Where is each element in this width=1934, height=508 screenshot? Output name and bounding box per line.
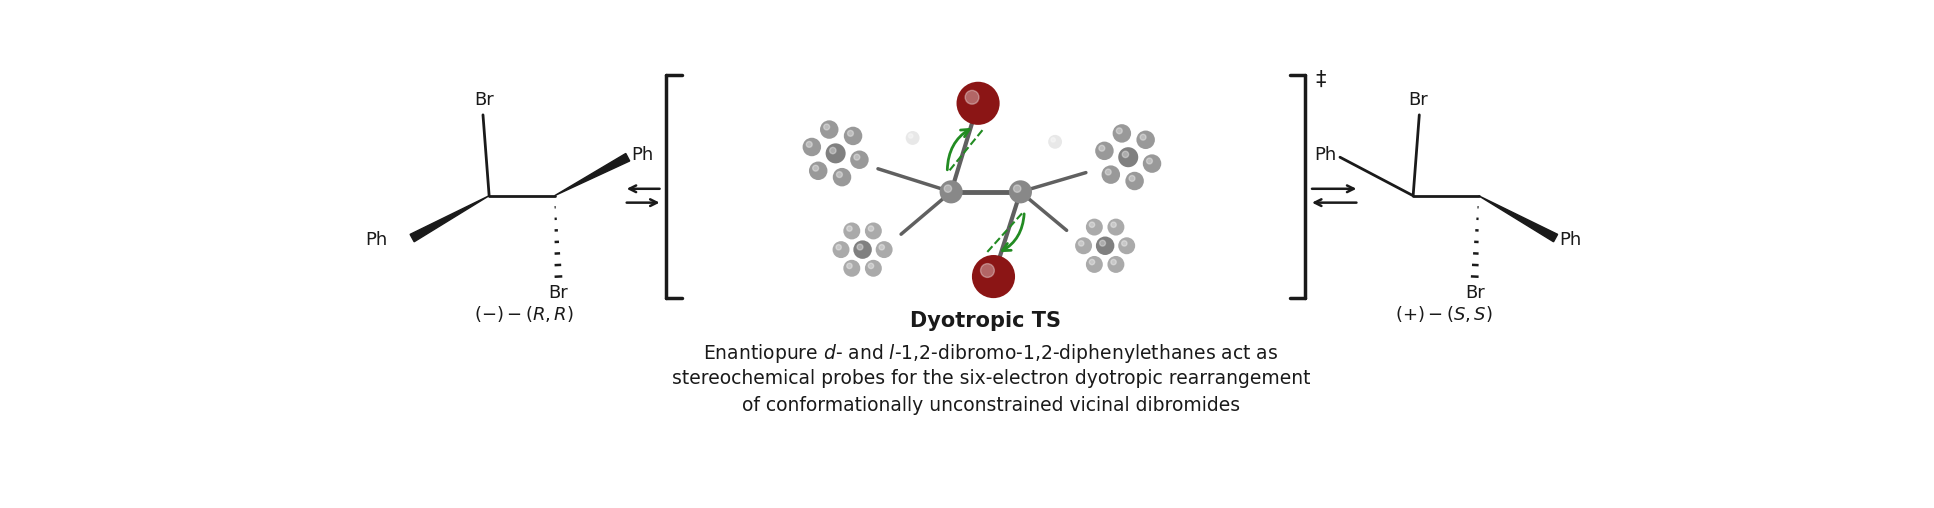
Circle shape — [808, 162, 828, 180]
Circle shape — [1143, 154, 1160, 173]
Circle shape — [876, 241, 894, 258]
Circle shape — [1102, 166, 1120, 184]
Polygon shape — [1480, 196, 1557, 242]
Circle shape — [843, 260, 861, 277]
Circle shape — [855, 154, 861, 160]
Text: $(+)-$($\mathit{S,S}$): $(+)-$($\mathit{S,S}$) — [1394, 303, 1493, 324]
Circle shape — [1110, 222, 1116, 228]
Circle shape — [837, 172, 843, 177]
Circle shape — [868, 263, 874, 269]
Circle shape — [864, 223, 882, 239]
Text: Enantiopure $\mathit{d}$- and $\mathit{l}$-1,2-dibromo-1,2-diphenylethanes act a: Enantiopure $\mathit{d}$- and $\mathit{l… — [704, 342, 1278, 365]
Circle shape — [1116, 128, 1122, 134]
Circle shape — [834, 168, 851, 186]
Circle shape — [1141, 134, 1147, 140]
Circle shape — [806, 141, 812, 147]
Circle shape — [957, 82, 1000, 125]
Circle shape — [973, 255, 1015, 298]
Circle shape — [853, 240, 872, 259]
Text: Br: Br — [1408, 91, 1427, 109]
Circle shape — [820, 120, 839, 139]
Circle shape — [1122, 241, 1128, 246]
Circle shape — [1075, 237, 1093, 254]
Text: $(-)-$($\mathit{R,R}$): $(-)-$($\mathit{R,R}$) — [474, 303, 574, 324]
Circle shape — [1108, 218, 1124, 236]
Circle shape — [1089, 260, 1095, 265]
Circle shape — [868, 226, 874, 231]
Circle shape — [880, 244, 884, 250]
Circle shape — [1137, 131, 1155, 149]
Circle shape — [1112, 124, 1131, 143]
Circle shape — [1010, 180, 1033, 203]
Circle shape — [1118, 237, 1135, 254]
Text: Br: Br — [549, 284, 569, 302]
Circle shape — [1147, 158, 1153, 164]
Text: Br: Br — [1464, 284, 1485, 302]
Text: stereochemical probes for the six-electron dyotropic rearrangement: stereochemical probes for the six-electr… — [671, 369, 1311, 388]
Circle shape — [1126, 172, 1143, 190]
Circle shape — [847, 263, 853, 269]
Text: Br: Br — [474, 91, 495, 109]
Circle shape — [843, 126, 863, 145]
Circle shape — [1122, 151, 1129, 157]
Text: Ph: Ph — [1559, 231, 1582, 249]
Circle shape — [1085, 256, 1102, 273]
Circle shape — [1089, 222, 1095, 228]
Circle shape — [1048, 135, 1062, 149]
Circle shape — [826, 143, 845, 164]
Text: Ph: Ph — [366, 231, 387, 249]
Text: Ph: Ph — [632, 146, 654, 164]
Polygon shape — [410, 196, 489, 242]
Circle shape — [1050, 138, 1056, 142]
Circle shape — [981, 264, 994, 277]
Circle shape — [1129, 175, 1135, 181]
Text: Ph: Ph — [1313, 146, 1336, 164]
Circle shape — [812, 165, 818, 171]
Circle shape — [1095, 142, 1114, 160]
Text: ‡: ‡ — [1315, 70, 1327, 90]
Polygon shape — [555, 153, 630, 196]
Circle shape — [847, 226, 853, 231]
Circle shape — [1104, 169, 1112, 175]
Circle shape — [803, 138, 822, 156]
Circle shape — [864, 260, 882, 277]
Circle shape — [1099, 145, 1104, 151]
Circle shape — [1118, 147, 1139, 167]
Circle shape — [909, 134, 913, 138]
Circle shape — [851, 150, 868, 169]
Circle shape — [1108, 256, 1124, 273]
Circle shape — [1097, 237, 1114, 255]
Circle shape — [1079, 241, 1083, 246]
Circle shape — [830, 147, 835, 154]
Circle shape — [944, 185, 952, 193]
Circle shape — [1100, 240, 1106, 246]
Circle shape — [1110, 260, 1116, 265]
Circle shape — [835, 244, 841, 250]
Text: Dyotropic TS: Dyotropic TS — [911, 311, 1062, 331]
Circle shape — [847, 131, 853, 136]
Circle shape — [857, 244, 863, 250]
Circle shape — [940, 180, 963, 203]
Circle shape — [965, 90, 979, 104]
Circle shape — [843, 223, 861, 239]
Circle shape — [905, 131, 919, 145]
Circle shape — [1013, 185, 1021, 193]
Circle shape — [1085, 218, 1102, 236]
Text: of conformationally unconstrained vicinal dibromides: of conformationally unconstrained vicina… — [743, 396, 1240, 415]
Circle shape — [824, 124, 830, 130]
Circle shape — [832, 241, 849, 258]
